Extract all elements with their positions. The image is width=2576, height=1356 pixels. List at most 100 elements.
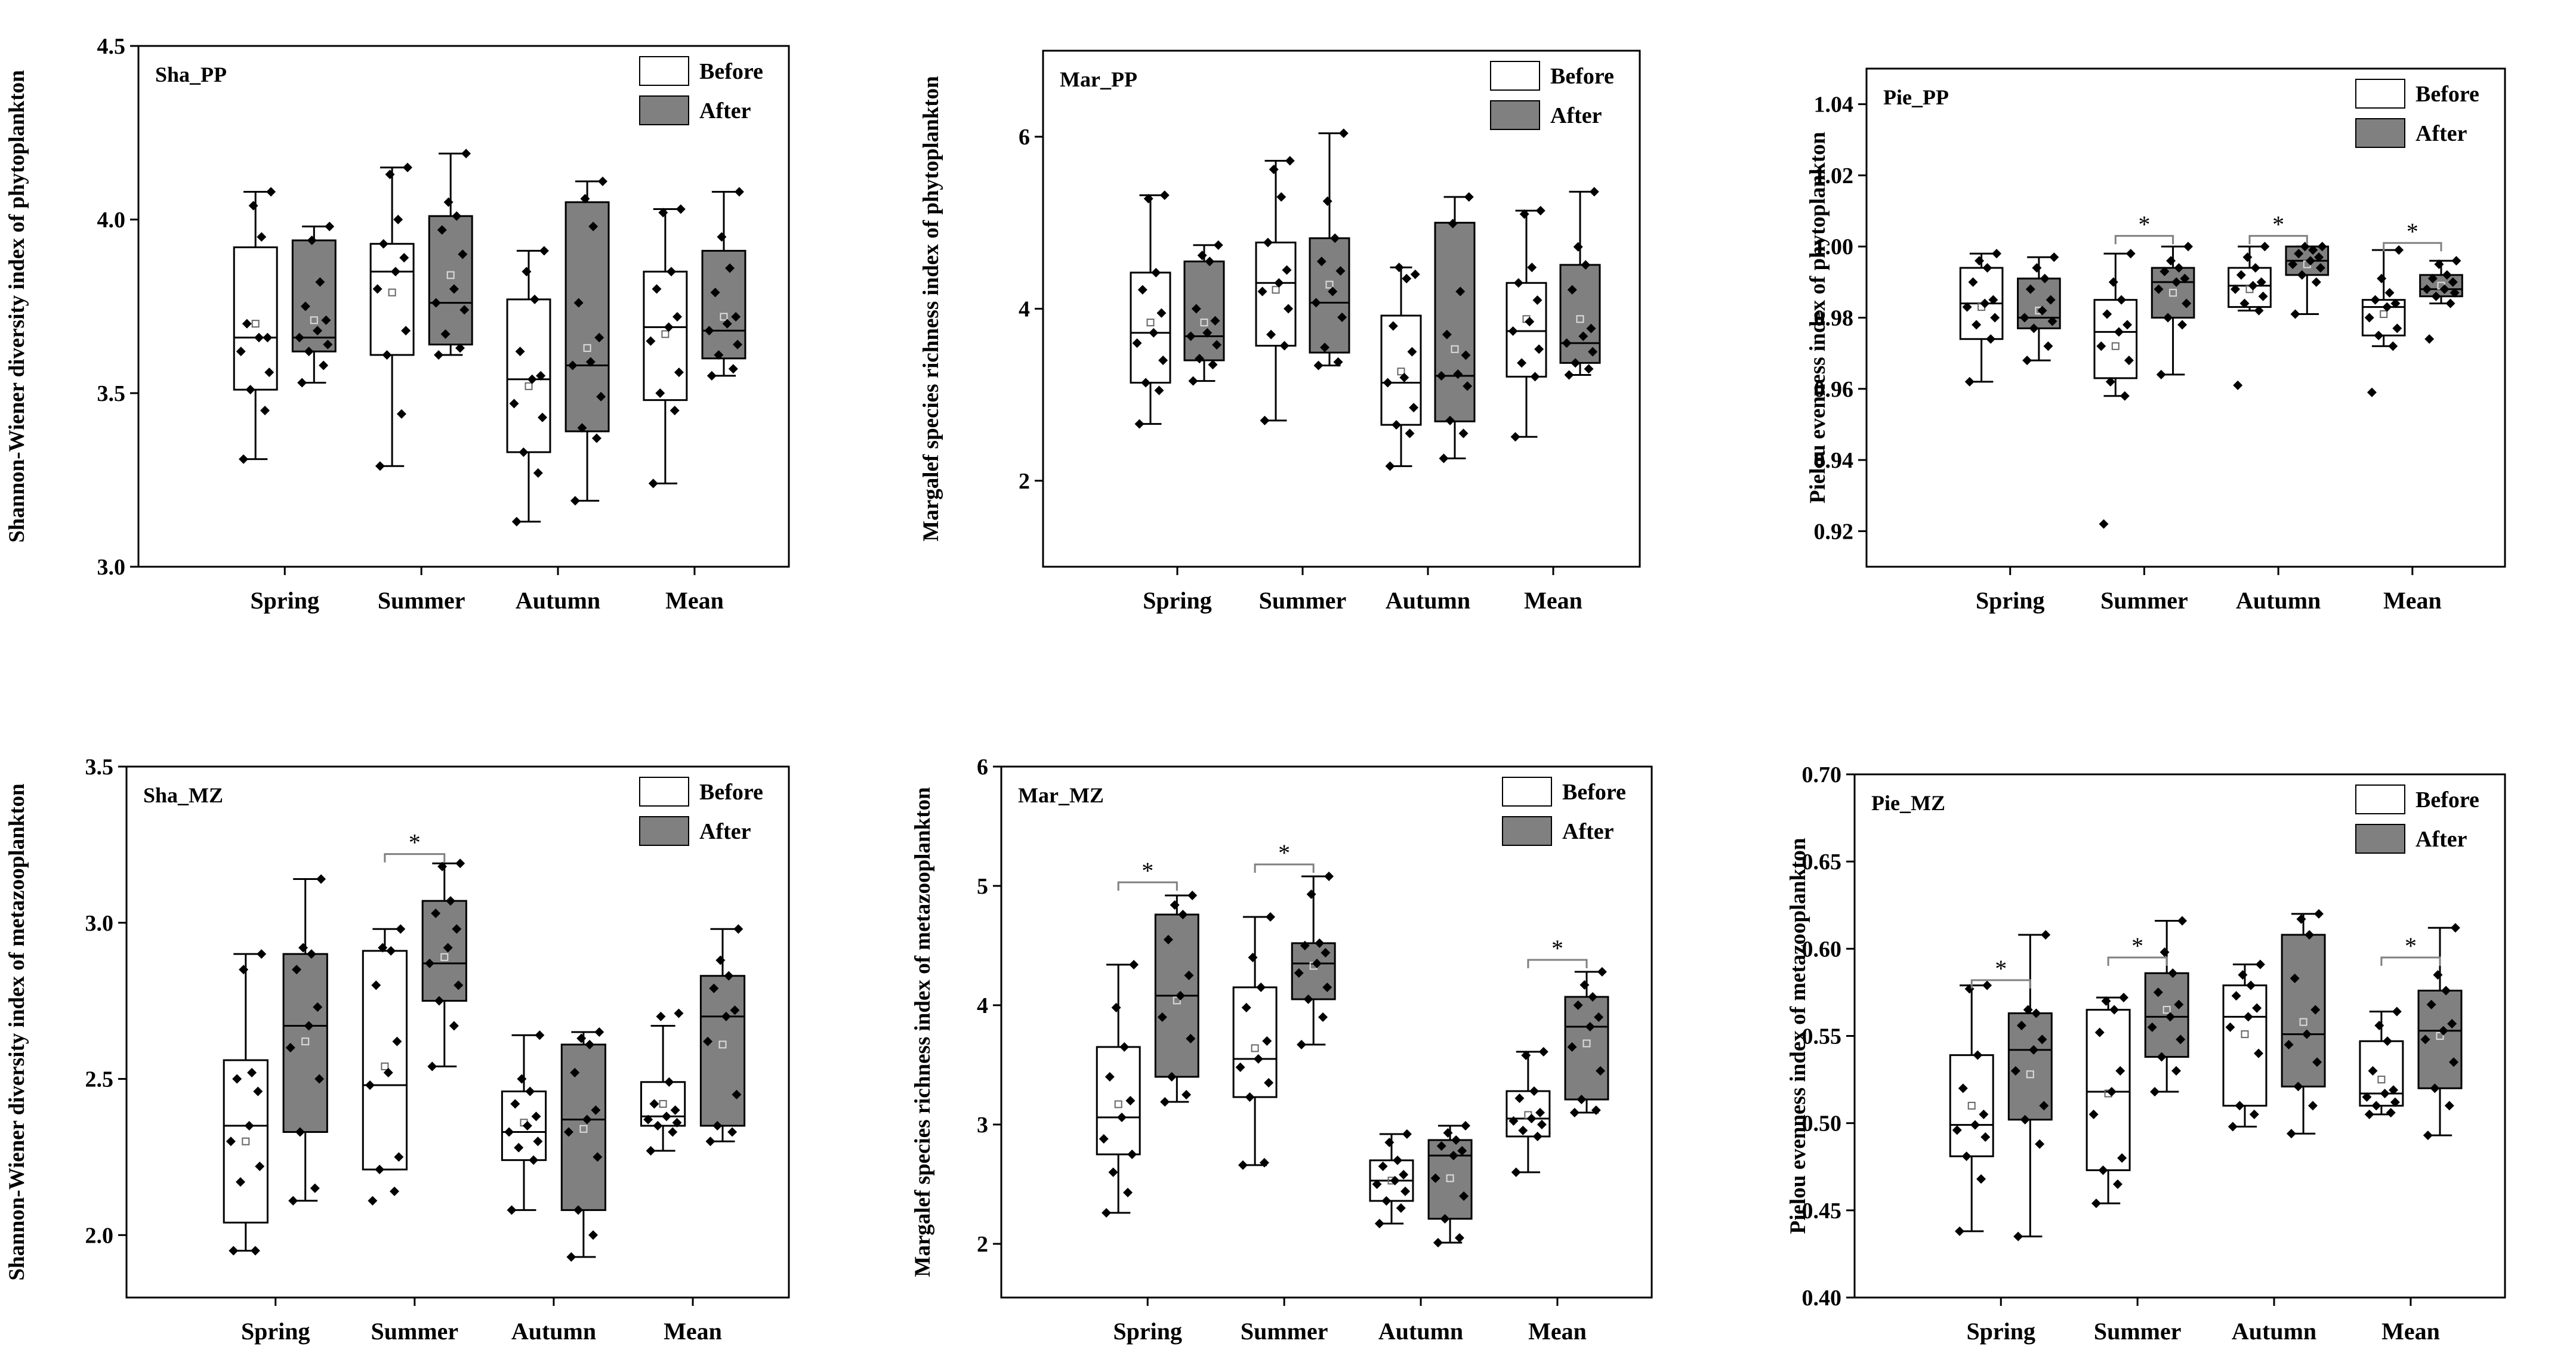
data-point	[313, 1002, 323, 1012]
data-point	[2010, 1065, 2020, 1076]
box-before-spring	[1949, 980, 1994, 1236]
data-point	[1384, 1138, 1395, 1147]
data-point	[1567, 1042, 1577, 1052]
data-point	[1324, 872, 1334, 881]
data-point	[573, 1205, 584, 1215]
data-point	[449, 284, 459, 294]
data-point	[2302, 1029, 2312, 1039]
bracket-line	[1254, 863, 1315, 873]
data-point	[533, 468, 543, 478]
data-point	[643, 1114, 653, 1125]
data-point	[2308, 245, 2318, 255]
data-point	[2250, 263, 2260, 273]
legend-label-after: After	[2415, 121, 2467, 146]
data-point	[2047, 316, 2057, 326]
data-point	[1381, 1196, 1392, 1206]
data-point	[1300, 941, 1310, 950]
mean-marker	[1251, 1044, 1259, 1052]
box-after-spring	[2017, 252, 2061, 366]
panel-title: Sha_MZ	[143, 783, 223, 807]
x-category-label: Summer	[2094, 1318, 2182, 1345]
data-point	[314, 1074, 325, 1084]
data-point	[522, 267, 532, 277]
bracket-line	[1970, 979, 2031, 989]
data-point	[1525, 317, 1535, 327]
data-point	[2177, 320, 2188, 330]
box-iqr	[362, 950, 408, 1170]
data-point	[1151, 267, 1161, 277]
data-point	[1105, 1072, 1115, 1082]
box-after-mean	[699, 924, 746, 1147]
data-point	[2230, 284, 2240, 294]
data-point	[292, 965, 302, 975]
data-point	[242, 319, 252, 329]
data-point	[1306, 889, 1316, 899]
mean-marker	[525, 382, 533, 390]
data-point	[585, 1039, 595, 1049]
data-point	[1132, 338, 1142, 348]
data-point	[1457, 1146, 1467, 1156]
data-point	[563, 1127, 573, 1137]
mean-marker	[1576, 315, 1584, 323]
bracket-line	[2383, 242, 2442, 252]
data-point	[1248, 953, 1258, 962]
data-point	[304, 347, 314, 357]
data-point	[2159, 947, 2170, 957]
data-point	[1461, 350, 1471, 360]
data-point	[652, 284, 662, 294]
data-point	[653, 1121, 663, 1131]
data-point	[264, 367, 274, 378]
data-point	[648, 478, 658, 489]
data-point	[396, 924, 406, 934]
data-point	[1577, 1095, 1587, 1104]
data-point	[1238, 1160, 1248, 1170]
box-after-summer	[428, 149, 473, 360]
data-point	[538, 412, 548, 422]
data-point	[594, 1027, 604, 1037]
data-point	[2370, 295, 2380, 305]
data-point	[2315, 263, 2325, 273]
box-iqr	[1949, 1054, 1994, 1157]
data-point	[386, 946, 396, 956]
data-point	[245, 385, 255, 395]
significance-star: *	[2407, 218, 2418, 245]
data-point	[2091, 1199, 2101, 1209]
y-tick-label: 0.65	[1802, 850, 1842, 875]
data-point	[2296, 914, 2306, 924]
data-point	[504, 1127, 514, 1137]
data-point	[597, 176, 607, 186]
data-point	[294, 332, 304, 342]
panel-sha-pp: 3.0 3.5 4.0 4.5 Spring Summer Autumn Mean Shanno…	[5, 34, 790, 614]
box-after-summer	[2144, 916, 2189, 1097]
legend-swatch-before	[2355, 784, 2405, 814]
data-point	[1269, 164, 1279, 174]
data-point	[646, 336, 656, 346]
data-point	[2101, 996, 2111, 1006]
data-point	[1433, 1238, 1443, 1247]
mean-marker	[242, 1137, 250, 1145]
data-point	[1399, 1170, 1409, 1179]
panel-pie-pp: 0.92 0.94 0.96 0.98 1.00 1.02 1.04 Spring Summer…	[1806, 67, 2506, 614]
y-tick-label: 3.5	[97, 381, 126, 406]
data-point	[431, 298, 441, 308]
data-point	[2108, 277, 2118, 287]
panel-sha-mz: 2.0 2.5 3.0 3.5 Spring Summer Autumn Mean Shanno…	[5, 755, 790, 1345]
box-iqr	[428, 215, 473, 346]
data-point	[1245, 1092, 1255, 1102]
data-point	[515, 347, 525, 357]
y-tick-label: 0.96	[1814, 377, 1854, 402]
data-point	[2449, 1057, 2459, 1067]
data-point	[2156, 369, 2166, 379]
data-point	[725, 263, 735, 273]
data-point	[437, 861, 448, 872]
data-point	[1589, 187, 1599, 197]
data-point	[1338, 128, 1349, 138]
data-point	[2434, 260, 2444, 270]
data-point	[2431, 291, 2441, 301]
data-point	[402, 162, 412, 172]
legend-label-before: Before	[699, 59, 763, 84]
data-point	[666, 267, 676, 277]
data-point	[266, 187, 276, 197]
data-point	[2046, 295, 2056, 305]
data-point	[670, 1105, 680, 1115]
